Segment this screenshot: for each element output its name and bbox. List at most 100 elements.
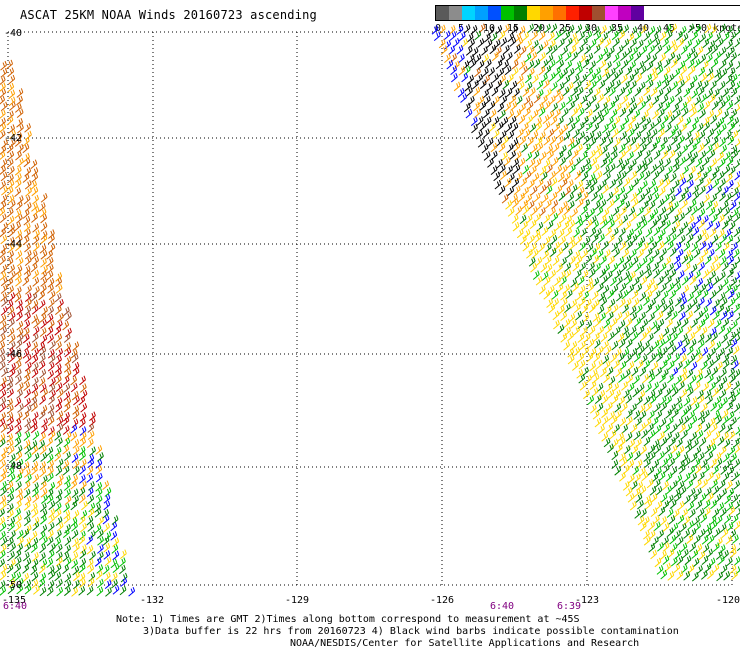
wind-barb bbox=[32, 277, 40, 287]
wind-barb bbox=[8, 516, 16, 527]
wind-barb bbox=[24, 417, 32, 428]
wind-barb bbox=[686, 233, 694, 244]
wind-barb bbox=[478, 23, 486, 34]
wind-barb bbox=[0, 248, 6, 259]
wind-barb bbox=[40, 452, 48, 462]
wind-barb bbox=[565, 150, 572, 160]
wind-barb bbox=[640, 508, 647, 518]
wind-barb bbox=[690, 396, 698, 406]
wind-barb bbox=[674, 53, 681, 64]
wind-barb bbox=[603, 152, 611, 162]
wind-barb bbox=[616, 219, 623, 229]
wind-barb bbox=[658, 143, 666, 153]
wind-barb bbox=[55, 479, 63, 490]
wind-barb bbox=[708, 149, 716, 160]
wind-barb bbox=[23, 215, 31, 226]
wind-barb bbox=[718, 81, 726, 91]
wind-barb bbox=[575, 255, 583, 266]
wind-barb bbox=[673, 563, 681, 574]
wind-barb bbox=[0, 500, 7, 511]
wind-barb bbox=[724, 192, 732, 203]
wind-barb bbox=[602, 208, 610, 218]
wind-barb bbox=[699, 109, 706, 119]
wind-barb bbox=[49, 389, 56, 400]
wind-barb bbox=[690, 74, 698, 85]
wind-barb bbox=[645, 402, 652, 412]
wind-barb bbox=[31, 305, 39, 315]
wind-barb bbox=[640, 276, 648, 286]
wind-barb bbox=[557, 305, 565, 315]
wind-barb bbox=[505, 122, 513, 133]
wind-barb bbox=[653, 402, 661, 413]
wind-barb bbox=[14, 221, 22, 232]
wind-barb bbox=[97, 544, 104, 554]
wind-barb bbox=[712, 563, 720, 574]
wind-barb bbox=[614, 466, 622, 476]
wind-barb bbox=[527, 234, 535, 245]
wind-barb bbox=[527, 23, 535, 34]
wind-barb bbox=[705, 144, 713, 154]
wind-barb bbox=[629, 80, 637, 90]
wind-barb bbox=[633, 473, 641, 484]
wind-barb bbox=[649, 179, 657, 190]
wind-barb bbox=[549, 247, 557, 258]
wind-barb bbox=[47, 410, 55, 421]
wind-barb bbox=[643, 529, 650, 540]
wind-barb bbox=[22, 551, 30, 562]
wind-barb bbox=[518, 157, 526, 168]
wind-speed-legend: 0 5 10 15 20 25 30 35 40 45 >50 knots bbox=[435, 5, 740, 35]
wind-barb bbox=[652, 459, 660, 469]
wind-barb bbox=[697, 164, 705, 175]
wind-barb bbox=[552, 143, 560, 153]
wind-barb bbox=[55, 272, 63, 282]
wind-barb bbox=[715, 207, 723, 217]
wind-barb bbox=[589, 347, 597, 358]
legend-label: 10 bbox=[483, 23, 496, 34]
wind-barb bbox=[30, 180, 38, 191]
wind-barb bbox=[510, 24, 518, 35]
wind-barb bbox=[572, 38, 579, 48]
wind-barb bbox=[662, 536, 669, 546]
wind-barb bbox=[658, 122, 665, 133]
wind-barb bbox=[567, 354, 575, 365]
wind-barb bbox=[71, 353, 79, 364]
wind-barb bbox=[664, 24, 672, 34]
wind-barb bbox=[23, 431, 31, 442]
wind-barb bbox=[576, 66, 583, 76]
wind-barb bbox=[49, 340, 56, 350]
wind-barb bbox=[105, 587, 112, 597]
wind-barb bbox=[24, 584, 32, 595]
wind-barb bbox=[97, 452, 104, 462]
wind-barb bbox=[648, 451, 656, 462]
wind-barb bbox=[706, 471, 714, 482]
wind-barb bbox=[72, 466, 80, 476]
wind-barb bbox=[723, 305, 731, 316]
wind-barb bbox=[504, 177, 512, 188]
wind-barb bbox=[672, 157, 680, 168]
wind-barb bbox=[576, 45, 584, 55]
legend-label: 15 bbox=[507, 23, 520, 34]
wind-barb bbox=[511, 214, 519, 224]
wind-barb bbox=[630, 423, 638, 434]
wind-barb bbox=[537, 102, 544, 112]
wind-barb bbox=[486, 137, 494, 148]
wind-barb bbox=[657, 529, 664, 540]
wind-barb bbox=[9, 101, 16, 111]
wind-barb bbox=[47, 306, 54, 316]
wind-barb bbox=[87, 564, 95, 575]
wind-barb bbox=[574, 157, 581, 167]
wind-barb bbox=[666, 298, 674, 309]
wind-barb bbox=[698, 185, 706, 196]
wind-barb bbox=[653, 269, 661, 279]
wind-barb bbox=[588, 149, 596, 160]
wind-barb bbox=[54, 563, 62, 574]
wind-barb bbox=[40, 515, 47, 525]
wind-barb bbox=[694, 215, 702, 225]
wind-barb bbox=[47, 522, 55, 532]
wind-barb bbox=[539, 166, 547, 176]
wind-barb bbox=[542, 114, 550, 125]
wind-barb bbox=[550, 177, 558, 187]
wind-barb bbox=[714, 241, 722, 252]
wind-barb bbox=[732, 345, 740, 355]
wind-barb bbox=[703, 193, 710, 204]
